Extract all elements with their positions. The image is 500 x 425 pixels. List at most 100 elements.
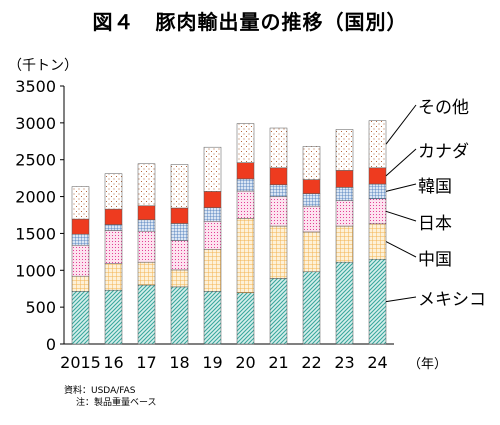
y-tick-label: 3500	[15, 77, 56, 96]
x-tick-label: 20	[235, 353, 255, 372]
bar-segment	[203, 221, 222, 250]
bar-segment	[368, 167, 387, 185]
bar-segment	[236, 178, 255, 192]
x-tick-label: 24	[367, 353, 387, 372]
x-tick-label: 21	[268, 353, 288, 372]
y-axis-unit-label: （千トン）	[8, 58, 78, 74]
bar-segment	[203, 207, 222, 222]
bar-segment	[368, 183, 387, 200]
bar-segment	[203, 191, 222, 208]
bar-segment	[269, 225, 288, 279]
bar-segment	[269, 184, 288, 197]
bar-segment	[236, 190, 255, 219]
bar-segment	[368, 223, 387, 260]
bar-segment	[302, 205, 321, 233]
y-tick-label: 1000	[15, 261, 56, 280]
bar-segment	[302, 271, 321, 345]
bar-segment	[104, 208, 123, 225]
bar-segment	[170, 164, 189, 209]
bar-segment	[302, 231, 321, 273]
x-tick-label: 16	[103, 353, 123, 372]
bar-segment	[170, 240, 189, 271]
bar-segment	[170, 286, 189, 345]
source-note: 資料：USDA/FAS 注：製品重量ベース	[64, 385, 157, 409]
legend-connector	[385, 148, 417, 177]
bar-segment	[170, 223, 189, 241]
legend-label: 中国	[418, 250, 452, 270]
y-tick-label: 2500	[15, 151, 56, 170]
x-tick-label: 18	[169, 353, 189, 372]
bar-segment	[170, 269, 189, 288]
year-suffix: （年）	[408, 357, 447, 372]
y-tick-label: 1500	[15, 224, 56, 243]
legend-connector	[385, 241, 417, 258]
bar-segment	[170, 207, 189, 224]
bar-segment	[203, 249, 222, 292]
bar-segment	[335, 187, 354, 201]
bar-segment	[71, 218, 90, 235]
legend-connector	[385, 183, 417, 192]
bar-segment	[335, 170, 354, 188]
bar-segment	[368, 198, 387, 225]
bar-segment	[137, 205, 156, 221]
bar-segment	[71, 186, 90, 220]
legend-label: 日本	[418, 214, 452, 234]
y-tick-label: 0	[46, 335, 56, 354]
bar-segment	[71, 233, 90, 246]
bar-segment	[335, 225, 354, 263]
bar-segment	[335, 129, 354, 171]
bar-segment	[368, 120, 387, 169]
x-tick-label: 2015	[60, 353, 101, 372]
legend-connector	[385, 210, 417, 222]
bar-segment	[335, 200, 354, 227]
bar-segment	[236, 292, 255, 345]
bar-segment	[137, 261, 156, 286]
y-tick-label: 3000	[15, 114, 56, 133]
x-tick-label: 17	[136, 353, 156, 372]
legend-label: メキシコ	[418, 290, 486, 310]
x-tick-label: 22	[301, 353, 321, 372]
legend-label: その他	[418, 98, 469, 118]
y-tick-label: 2000	[15, 188, 56, 207]
bar-segment	[203, 146, 222, 192]
bar-segment	[236, 218, 255, 294]
chart-title: 図４ 豚肉輸出量の推移（国別）	[92, 10, 408, 34]
bar-segment	[269, 127, 288, 169]
bar-segment	[137, 284, 156, 345]
bar-segment	[302, 179, 321, 194]
footnote-text: 注：製品重量ベース	[76, 398, 157, 408]
bar-segment	[137, 219, 156, 232]
bar-segment	[269, 196, 288, 227]
bar-segment	[335, 261, 354, 345]
bar-segment	[104, 173, 123, 210]
legend-connector	[385, 296, 417, 303]
legend-label: カナダ	[418, 142, 469, 162]
bar-segment	[71, 291, 90, 345]
bar-segment	[71, 275, 90, 292]
bar-segment	[104, 230, 123, 264]
source-text: 資料：USDA/FAS	[64, 386, 136, 396]
bar-segment	[302, 193, 321, 207]
bar-segment	[236, 123, 255, 163]
bar-segment	[71, 244, 90, 277]
bar-segment	[104, 289, 123, 345]
bar-segment	[368, 258, 387, 345]
bar-segment	[137, 163, 156, 207]
bar-segment	[269, 278, 288, 345]
legend-label: 韓国	[418, 177, 452, 197]
x-tick-label: 19	[202, 353, 222, 372]
bar-segment	[236, 162, 255, 180]
bars	[71, 120, 387, 345]
bar-segment	[302, 146, 321, 180]
legend: メキシコ 中国 日本 韓国 カナダ その他	[385, 98, 486, 310]
bar-segment	[203, 291, 222, 345]
bar-segment	[269, 167, 288, 186]
bar-segment	[104, 224, 123, 231]
legend-connector	[385, 104, 417, 145]
x-tick-label: 23	[334, 353, 354, 372]
bar-segment	[104, 263, 123, 291]
bar-segment	[137, 230, 156, 263]
tick-labels: 0 500 1000 1500 2000 2500 3000 3500 2015 16 17 18 19…	[15, 77, 447, 372]
y-tick-label: 500	[25, 298, 56, 317]
